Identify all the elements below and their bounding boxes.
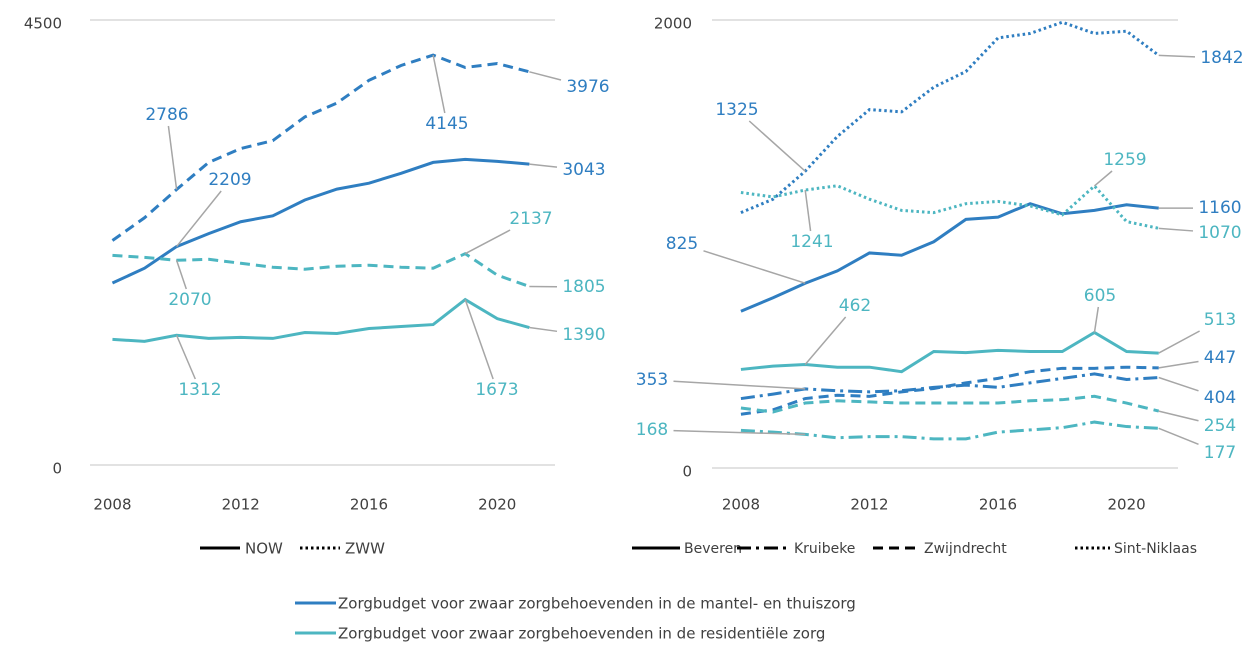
- series-line: [112, 297, 530, 343]
- data-label: 2137: [509, 209, 552, 229]
- series-line: [111, 53, 530, 242]
- series-line: [112, 251, 530, 288]
- data-label: 2786: [145, 105, 188, 125]
- leader-line: [464, 229, 511, 255]
- leader-line: [804, 189, 812, 232]
- data-label: 462: [839, 296, 871, 316]
- legend-label: Sint-Niklaas: [1114, 541, 1197, 557]
- leader-line: [1158, 360, 1199, 369]
- series-line: [740, 202, 1159, 313]
- x-tick-label: 2012: [850, 496, 888, 514]
- leader-line: [748, 120, 806, 172]
- leader-line: [1158, 376, 1199, 392]
- leader-line: [176, 190, 222, 248]
- y-tick-label: 0: [52, 460, 62, 478]
- x-tick-label: 2020: [1107, 496, 1145, 514]
- data-label: 1673: [475, 380, 518, 400]
- data-label: 605: [1084, 286, 1116, 306]
- series-line: [740, 394, 1160, 414]
- leader-line: [1158, 227, 1194, 232]
- data-label: 825: [666, 234, 698, 254]
- x-tick-label: 2016: [350, 496, 388, 514]
- x-tick-label: 2020: [478, 496, 516, 514]
- leader-line: [1158, 427, 1199, 446]
- legend-label: Beveren: [684, 541, 742, 557]
- leader-line: [175, 260, 187, 290]
- leader-line: [167, 125, 178, 190]
- data-label: 177: [1204, 443, 1236, 463]
- series-line: [740, 330, 1159, 374]
- legend-label: Zwijndrecht: [924, 541, 1007, 557]
- data-label: 1160: [1198, 198, 1241, 218]
- data-label: 1241: [790, 232, 833, 252]
- data-label: 404: [1204, 388, 1236, 408]
- y-tick-label: 2000: [654, 15, 692, 33]
- leader-line: [1093, 306, 1100, 333]
- leader-line: [529, 71, 562, 81]
- data-label: 1805: [562, 277, 605, 297]
- data-label: 1312: [178, 380, 221, 400]
- leader-line: [673, 380, 806, 390]
- data-label: 1390: [562, 325, 605, 345]
- data-label: 3976: [566, 77, 609, 97]
- data-label: 2070: [168, 290, 211, 310]
- x-tick-label: 2008: [93, 496, 131, 514]
- legend-label: NOW: [245, 540, 283, 558]
- leader-line: [1158, 410, 1199, 422]
- leader-line: [673, 429, 806, 436]
- leader-line: [1158, 330, 1200, 354]
- data-label: 168: [636, 420, 668, 440]
- leader-line: [1093, 170, 1113, 187]
- legend-label: Zorgbudget voor zwaar zorgbehoevenden in…: [338, 625, 825, 643]
- series-line: [740, 365, 1159, 416]
- legend-label: Kruibeke: [794, 541, 855, 557]
- data-label: 1325: [715, 100, 758, 120]
- legend-label: Zorgbudget voor zwaar zorgbehoevenden in…: [338, 595, 856, 613]
- leader-line: [529, 326, 558, 333]
- x-tick-label: 2008: [722, 496, 760, 514]
- y-tick-label: 0: [682, 463, 692, 481]
- leader-line: [464, 299, 494, 380]
- data-label: 513: [1204, 310, 1236, 330]
- series-line: [740, 183, 1160, 230]
- data-label: 254: [1204, 416, 1236, 436]
- leader-line: [804, 316, 847, 365]
- x-tick-label: 2012: [222, 496, 260, 514]
- leader-line: [175, 334, 196, 380]
- data-label: 4145: [425, 114, 468, 134]
- data-label: 447: [1204, 348, 1236, 368]
- series-line: [111, 157, 530, 285]
- y-tick-label: 4500: [24, 15, 62, 33]
- data-label: 1842: [1200, 48, 1243, 68]
- series-line: [740, 420, 1159, 441]
- legend-label: ZWW: [345, 540, 385, 558]
- x-tick-label: 2016: [979, 496, 1017, 514]
- leader-line: [529, 163, 558, 168]
- data-label: 353: [636, 370, 668, 390]
- data-label: 2209: [208, 170, 251, 190]
- data-label: 3043: [562, 160, 605, 180]
- leader-line: [432, 54, 446, 114]
- leader-line: [1158, 54, 1196, 58]
- leader-line: [703, 250, 806, 284]
- data-label: 1259: [1103, 150, 1146, 170]
- data-label: 1070: [1198, 223, 1241, 243]
